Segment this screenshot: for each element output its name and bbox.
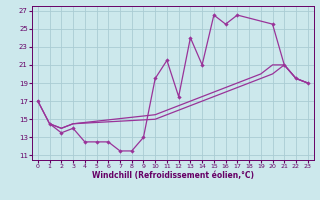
X-axis label: Windchill (Refroidissement éolien,°C): Windchill (Refroidissement éolien,°C)	[92, 171, 254, 180]
